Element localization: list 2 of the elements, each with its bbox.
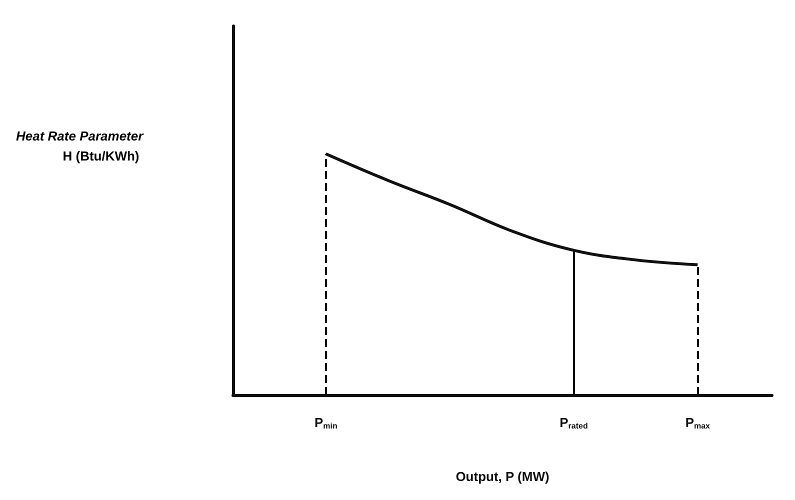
x-axis-title: Output, P (MW) [456,469,550,484]
text: Heat Rate Parameter H (Btu/KWh) [16,128,144,164]
